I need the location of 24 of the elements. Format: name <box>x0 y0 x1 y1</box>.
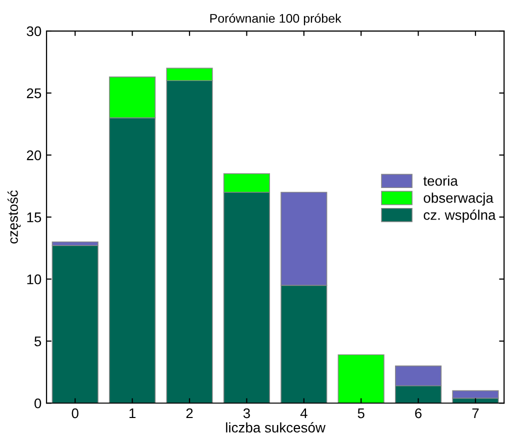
x-tick-label: 7 <box>472 408 479 418</box>
legend-label: cz. wspólna <box>424 210 496 223</box>
y-tick-label: 0 <box>34 398 42 408</box>
y-tick-label: 30 <box>26 26 42 36</box>
x-tick-label: 2 <box>186 408 193 418</box>
x-tick-label: 1 <box>130 408 136 418</box>
x-tick-label: 6 <box>415 408 422 418</box>
bar <box>52 245 98 404</box>
x-axis-title: liczba sukcesów <box>226 422 326 433</box>
x-tick-label: 3 <box>243 408 250 418</box>
x-tick-label: 5 <box>358 408 364 418</box>
y-tick-label: 10 <box>27 274 42 284</box>
y-tick-label: 25 <box>26 88 42 98</box>
y-axis-title: częstość <box>8 190 21 244</box>
y-tick-label: 15 <box>27 212 42 222</box>
bar <box>338 354 384 404</box>
x-tick-label: 4 <box>300 408 308 418</box>
y-tick-label: 20 <box>26 150 42 160</box>
legend-label: obserwacja <box>424 192 494 206</box>
chart-title: Porównanie 100 próbek <box>210 13 342 26</box>
bar <box>452 390 499 399</box>
legend-label: teoria <box>423 176 458 186</box>
x-tick-label: 0 <box>72 408 78 418</box>
y-tick-label: 5 <box>34 336 42 346</box>
